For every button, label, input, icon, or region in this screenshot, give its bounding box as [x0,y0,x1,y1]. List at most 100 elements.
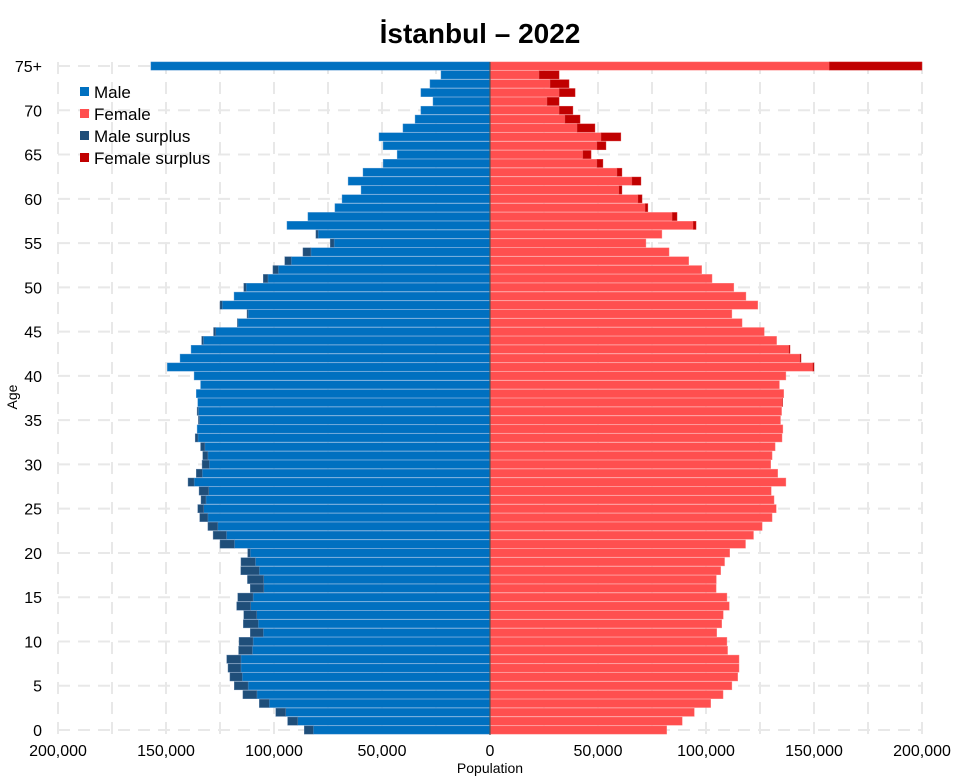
legend-swatch-female [80,109,89,118]
bar-female-age-41 [489,362,813,372]
bar-female-age-22 [489,530,754,540]
bar-male-surplus-age-55 [329,238,335,248]
bar-female-age-30 [489,460,771,469]
bar-male-surplus-age-28 [187,477,195,487]
bar-male-surplus-age-6 [229,672,243,682]
bar-male-age-59 [334,203,491,212]
bar-male-surplus-age-9 [238,645,253,655]
bar-male-age-13 [256,610,491,620]
bar-male-surplus-age-29 [196,468,203,478]
bar-male-surplus-age-54 [302,247,312,257]
bar-female-age-9 [489,645,728,655]
bar-female-age-35 [489,415,781,425]
bar-male-surplus-age-50 [243,283,247,292]
bar-male-age-43 [190,344,491,354]
bar-female-age-54 [489,247,670,257]
y-tick-label: 65 [24,148,42,165]
bar-female-surplus-age-62 [631,176,642,186]
bar-female-age-23 [489,522,763,531]
bar-male-age-12 [258,619,491,629]
bar-female-age-33 [489,433,783,443]
bar-female-age-50 [489,283,735,292]
bar-male-age-44 [203,336,491,345]
bar-female-age-24 [489,513,773,522]
bar-male-age-24 [207,513,491,522]
bar-male-age-29 [202,468,491,478]
bar-female-age-25 [489,504,777,514]
bar-female-surplus-age-42 [799,353,802,363]
bar-female-age-53 [489,256,689,266]
bar-male-surplus-age-21 [219,539,235,549]
bar-male-surplus-age-5 [234,681,249,691]
y-tick-label: 25 [24,502,42,519]
bar-male-surplus-age-1 [287,716,298,726]
bar-male-surplus-age-15 [237,592,254,602]
bar-female-age-62 [489,176,633,186]
bar-male-age-21 [234,539,491,549]
bar-male-surplus-age-46 [237,318,239,328]
x-tick-label: 0 [486,743,495,760]
bar-female-surplus-age-74 [538,70,560,80]
bar-male-age-73 [429,79,491,89]
bar-male-surplus-age-3 [259,699,270,708]
bar-female-surplus-age-60 [637,194,643,204]
bar-female-age-38 [489,389,784,398]
bar-female-surplus-age-71 [546,97,560,106]
bar-female-surplus-age-72 [558,88,576,97]
bar-female-surplus-age-41 [812,362,815,372]
legend-label-male-surplus: Male surplus [94,127,190,146]
y-tick-label: 50 [24,280,42,297]
bar-female-surplus-age-69 [564,114,581,124]
bar-female-age-19 [489,557,725,567]
bar-male-surplus-age-27 [198,486,209,496]
bar-female-age-56 [489,229,663,239]
bar-female-age-26 [489,495,775,505]
bar-male-surplus-age-44 [201,336,204,345]
bar-female-age-73 [489,79,551,89]
bar-male-surplus-age-11 [250,628,264,637]
bar-female-age-13 [489,610,724,620]
y-axis-label: Age [4,384,20,409]
bar-male-age-56 [317,229,491,239]
y-tick-label: 20 [24,546,42,563]
bar-female-age-37 [489,398,783,407]
bar-male-surplus-age-4 [242,690,258,699]
bar-male-age-20 [250,548,491,558]
bar-male-surplus-age-53 [284,256,292,266]
bar-male-age-35 [199,415,491,425]
bar-female-age-39 [489,380,780,390]
bar-male-age-47 [247,309,491,319]
bar-female-age-70 [489,105,560,115]
bar-female-age-21 [489,539,746,549]
bar-male-age-57 [286,221,491,230]
y-tick-label: 55 [24,236,42,253]
bars [150,61,923,735]
legend: Male Female Male surplus Female surplus [80,83,210,168]
bar-male-surplus-age-24 [199,513,209,522]
bar-male-age-41 [167,362,491,372]
bar-male-surplus-age-48 [219,300,223,310]
bar-male-age-22 [226,530,491,540]
bar-male-age-11 [263,628,491,637]
bar-female-age-57 [489,221,694,230]
bar-female-age-51 [489,274,713,283]
bar-female-age-44 [489,336,777,345]
y-tick-label: 15 [24,590,42,607]
bar-female-age-17 [489,575,717,584]
bar-male-age-1 [297,716,491,726]
bar-female-age-0 [489,725,667,735]
bar-female-surplus-age-65 [582,150,592,159]
bar-male-age-16 [263,584,491,593]
bar-male-surplus-age-36 [196,406,199,416]
bar-male-age-39 [200,380,491,390]
bar-male-age-34 [196,424,491,434]
bar-male-surplus-age-31 [202,451,209,460]
bar-male-age-64 [382,159,491,168]
bar-male-age-45 [215,327,491,336]
bar-female-age-1 [489,716,683,726]
bar-female-surplus-age-63 [616,167,623,177]
x-axis-label: Population [457,760,523,776]
bar-male-age-15 [252,592,491,602]
bar-male-surplus-age-16 [250,584,265,593]
